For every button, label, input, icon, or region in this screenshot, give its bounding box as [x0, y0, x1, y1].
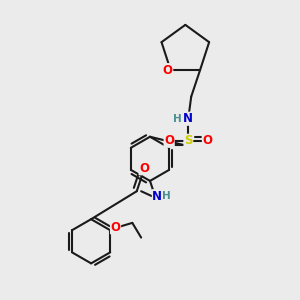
- Text: O: O: [163, 64, 173, 76]
- Text: H: H: [173, 114, 182, 124]
- Text: O: O: [164, 134, 174, 147]
- Text: O: O: [110, 221, 121, 234]
- Text: N: N: [183, 112, 193, 125]
- Text: S: S: [184, 134, 193, 147]
- Text: O: O: [202, 134, 212, 147]
- Text: O: O: [139, 162, 149, 175]
- Text: H: H: [162, 191, 171, 201]
- Text: N: N: [152, 190, 162, 203]
